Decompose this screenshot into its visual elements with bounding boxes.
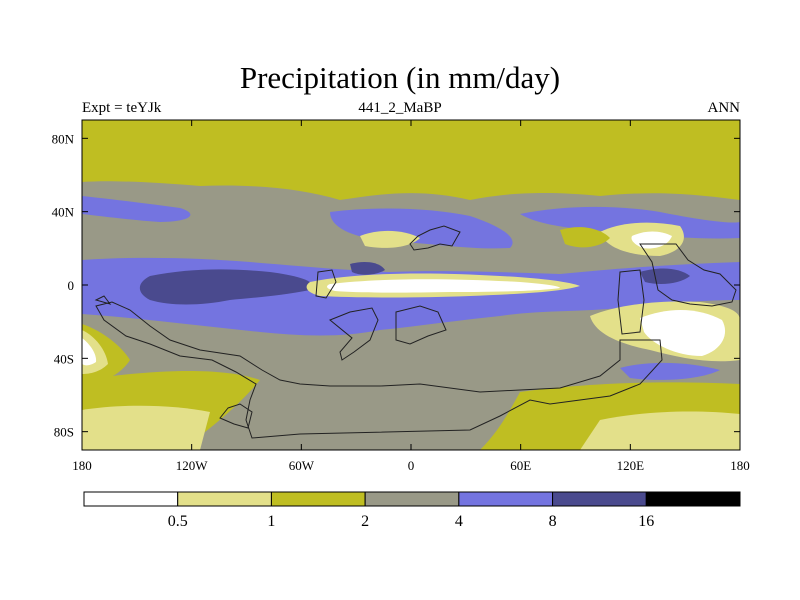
x-tick-label: 60W (289, 458, 315, 473)
x-tick-label: 60E (510, 458, 531, 473)
outline-north-america (409, 225, 461, 251)
outline-australia (617, 269, 645, 335)
colorbar-label: 16 (638, 513, 654, 530)
y-tick-label: 80N (52, 131, 75, 146)
outline-antarctica-west (219, 403, 253, 429)
outline-africa (329, 307, 379, 361)
precipitation-field (82, 120, 740, 450)
map-title: Precipitation (in mm/day) (239, 60, 561, 95)
y-tick-label: 40S (54, 351, 74, 366)
field-pacific-track (82, 196, 191, 222)
outline-antarctica-east (94, 295, 112, 305)
period-label: 441_2_MaBP (358, 100, 442, 116)
field-south-pole-1 (82, 405, 210, 450)
field-south-east-1 (580, 411, 740, 450)
colorbar-swatch (270, 491, 366, 507)
colorbar-swatch (364, 491, 460, 507)
field-pacific-itcz (139, 269, 313, 305)
continent-outlines (94, 225, 737, 439)
field-indo-wet (640, 268, 690, 284)
colorbar-label: 4 (455, 513, 463, 530)
outline-asia (639, 243, 737, 307)
y-tick-label: 40N (52, 205, 75, 220)
colorbar-swatch (177, 491, 272, 507)
field-africa-wet (350, 262, 385, 275)
field-sa-track (620, 362, 720, 380)
field-asia-track (520, 206, 740, 239)
colorbar-label: 2 (361, 513, 369, 530)
field-natl-1 (360, 230, 420, 248)
colorbar: 0.5 1 2 4 8 16 (83, 491, 741, 530)
experiment-label: Expt = teYJk (82, 100, 162, 116)
x-tick-label: 120E (617, 458, 645, 473)
x-tick-label: 0 (408, 458, 415, 473)
colorbar-swatch (552, 491, 647, 507)
season-label: ANN (707, 100, 741, 116)
colorbar-swatch (458, 491, 554, 507)
colorbar-label: 1 (267, 513, 275, 530)
y-tick-label: 80S (54, 425, 74, 440)
outline-se-asia (95, 301, 663, 439)
colorbar-label: 0.5 (168, 513, 188, 530)
colorbar-swatch (645, 491, 741, 507)
x-tick-label: 120W (176, 458, 209, 473)
outline-south-america (315, 269, 337, 299)
outline-arabia (395, 305, 447, 345)
axis-ticks: 180 120W 60W 0 60E 120E 180 80N 40N 0 40S 80S (52, 120, 750, 473)
x-tick-label: 180 (72, 458, 92, 473)
field-arctic-band (82, 120, 740, 176)
colorbar-swatch (83, 491, 179, 507)
x-tick-label: 180 (730, 458, 750, 473)
field-equator-0 (327, 279, 560, 293)
field-north-band (82, 176, 740, 200)
y-tick-label: 0 (68, 278, 75, 293)
colorbar-label: 8 (549, 513, 557, 530)
field-natl-2 (560, 227, 610, 248)
field-se-0 (640, 309, 726, 356)
